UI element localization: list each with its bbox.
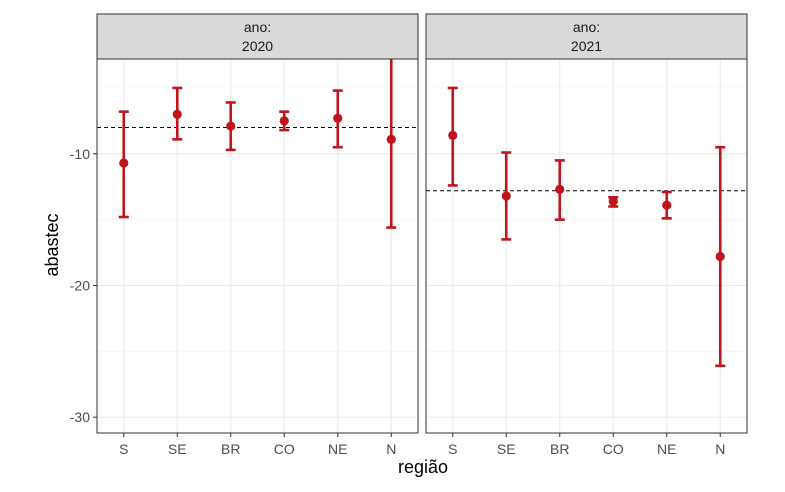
y-tick-label: -10 [70, 146, 90, 162]
errorbar-SE-2020 [172, 86, 183, 141]
x-tick-label-CO: CO [274, 441, 295, 457]
x-tick-label-SE: SE [497, 441, 516, 457]
data-point-NE-2021 [662, 200, 672, 210]
x-tick-label-S: S [448, 441, 457, 457]
errorbar-CO-2020 [279, 110, 290, 132]
facet-strip-value: 2020 [242, 38, 273, 54]
data-point-BR-2020 [226, 121, 236, 131]
facet-panel-2021: ano: 2021 S SE BR CO NE N [425, 13, 748, 457]
data-point-CO-2021 [608, 196, 618, 206]
x-tick-label-N: N [715, 441, 725, 457]
data-point-NE-2020 [333, 113, 343, 123]
x-tick-label-S: S [119, 441, 128, 457]
data-point-N-2021 [715, 251, 725, 262]
y-axis: -10 -20 -30 [70, 146, 97, 425]
data-point-S-2020 [119, 158, 129, 168]
x-tick-label-BR: BR [550, 441, 569, 457]
errorbar-NE-2020 [332, 89, 343, 149]
data-point-CO-2020 [279, 116, 289, 126]
panel-background-2021 [426, 59, 747, 433]
x-tick-label-SE: SE [168, 441, 187, 457]
facet-strip-value: 2021 [571, 38, 602, 54]
errorbar-N-2021 [715, 145, 726, 368]
facet-panel-2020: ano: 2020 S SE BR CO NE N [96, 13, 419, 457]
errorbar-S-2021 [447, 86, 458, 187]
errorbar-NE-2021 [661, 190, 672, 220]
y-axis-title: abastec [42, 213, 62, 276]
data-point-SE-2020 [172, 109, 182, 119]
x-tick-label-BR: BR [221, 441, 240, 457]
x-tick-label-NE: NE [657, 441, 676, 457]
facet-strip-label: ano: [244, 19, 271, 35]
x-tick-label-N: N [386, 441, 396, 457]
panel-background-2020 [97, 59, 418, 433]
facet-strip-2021 [425, 13, 748, 60]
x-axis-title: região [398, 457, 448, 477]
errorbar-BR-2020 [225, 101, 236, 152]
data-point-S-2021 [448, 130, 458, 140]
errorbar-BR-2021 [554, 159, 565, 221]
data-point-N-2020 [386, 134, 396, 144]
errorbar-SE-2021 [501, 151, 512, 241]
data-point-SE-2021 [501, 191, 511, 201]
data-point-BR-2021 [555, 184, 565, 194]
x-tick-label-CO: CO [603, 441, 624, 457]
facet-strip-2020 [96, 13, 419, 60]
y-tick-label: -30 [70, 409, 90, 425]
facet-strip-label: ano: [573, 19, 600, 35]
x-tick-label-NE: NE [328, 441, 347, 457]
y-tick-label: -20 [70, 278, 90, 294]
errorbar-S-2020 [118, 110, 129, 219]
errorbar-CO-2021 [608, 195, 619, 208]
